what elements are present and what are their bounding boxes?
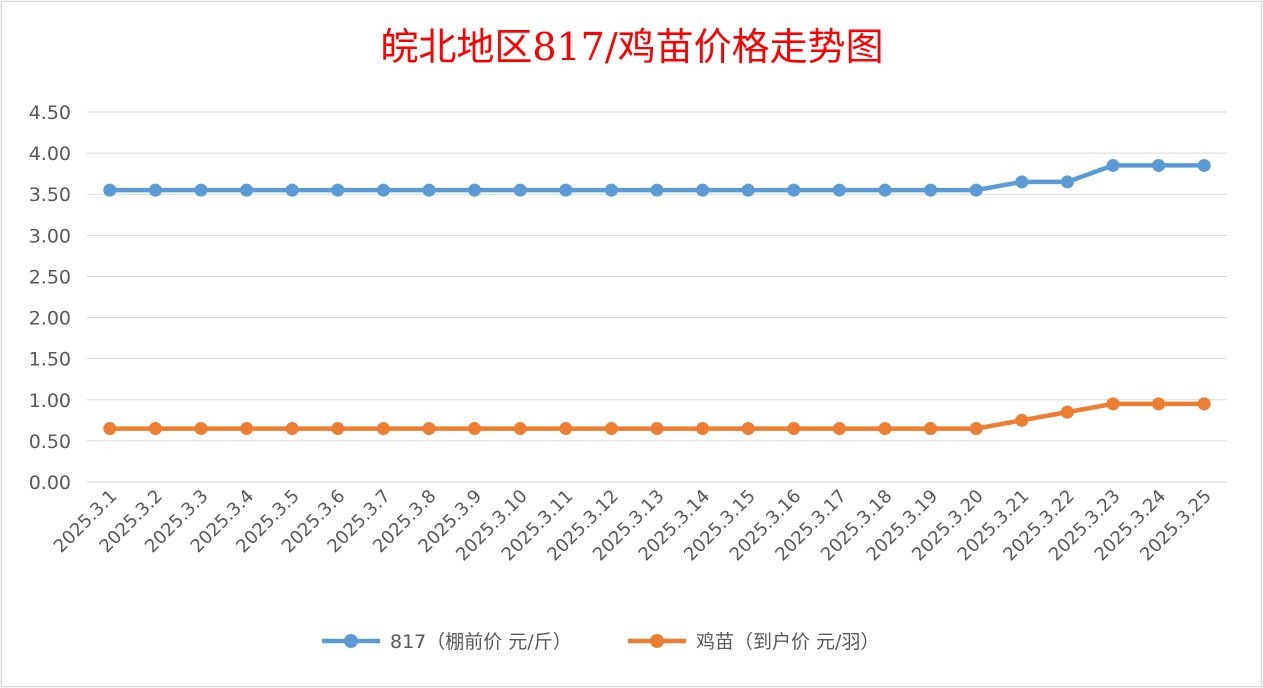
legend-item-chick[interactable]: 鸡苗（到户价 元/羽） [628,631,879,653]
data-point[interactable] [376,183,390,197]
data-point[interactable] [1015,413,1029,427]
legend-item-817[interactable]: 817（棚前价 元/斤） [322,631,572,653]
data-point[interactable] [787,422,801,436]
data-point[interactable] [148,183,162,197]
chart-title: 皖北地区817/鸡苗价格走势图 [380,25,883,69]
data-point[interactable] [559,183,573,197]
gridlines [87,111,1227,483]
series-1 [103,397,1211,436]
data-point[interactable] [1060,175,1074,189]
data-point[interactable] [513,183,527,197]
y-tick-label: 2.50 [29,266,71,288]
data-point[interactable] [468,183,482,197]
data-point[interactable] [331,422,345,436]
y-tick-label: 0.00 [29,472,71,494]
y-tick-label: 3.50 [29,184,71,206]
legend-label-chick: 鸡苗（到户价 元/羽） [696,631,879,653]
data-point[interactable] [1197,397,1211,411]
data-point[interactable] [1152,397,1166,411]
data-point[interactable] [103,183,117,197]
data-point[interactable] [194,422,208,436]
data-point[interactable] [376,422,390,436]
data-point[interactable] [741,183,755,197]
data-point[interactable] [1106,397,1120,411]
data-point[interactable] [1197,158,1211,172]
data-point[interactable] [878,422,892,436]
data-point[interactable] [741,422,755,436]
series-0 [103,158,1211,197]
data-point[interactable] [969,422,983,436]
data-point[interactable] [331,183,345,197]
x-axis-ticks: 2025.3.12025.3.22025.3.32025.3.42025.3.5… [50,486,1216,566]
data-point[interactable] [832,183,846,197]
data-point[interactable] [240,183,254,197]
y-tick-label: 4.00 [29,143,71,165]
y-axis-ticks: 0.00 0.50 1.00 1.50 2.00 2.50 3.00 3.50 4.00 4.50 [29,102,71,494]
data-point[interactable] [422,422,436,436]
data-point[interactable] [696,183,710,197]
y-tick-label: 0.50 [29,431,71,453]
y-tick-label: 1.50 [29,349,71,371]
data-point[interactable] [1060,405,1074,419]
data-point[interactable] [1106,158,1120,172]
plot-series [103,158,1211,436]
data-point[interactable] [650,422,664,436]
data-point[interactable] [240,422,254,436]
legend: 817（棚前价 元/斤） 鸡苗（到户价 元/羽） [322,631,879,653]
data-point[interactable] [924,422,938,436]
data-point[interactable] [103,422,117,436]
data-point[interactable] [696,422,710,436]
data-point[interactable] [513,422,527,436]
data-point[interactable] [148,422,162,436]
y-tick-label: 1.00 [29,390,71,412]
data-point[interactable] [1152,158,1166,172]
legend-label-817: 817（棚前价 元/斤） [390,631,572,653]
data-point[interactable] [604,422,618,436]
data-point[interactable] [285,183,299,197]
data-point[interactable] [878,183,892,197]
data-point[interactable] [422,183,436,197]
data-point[interactable] [650,183,664,197]
data-point[interactable] [285,422,299,436]
data-point[interactable] [559,422,573,436]
data-point[interactable] [194,183,208,197]
y-tick-label: 3.00 [29,225,71,247]
data-point[interactable] [832,422,846,436]
legend-marker-chick [650,634,664,648]
data-point[interactable] [969,183,983,197]
legend-marker-817 [344,634,358,648]
y-tick-label: 4.50 [29,102,71,124]
data-point[interactable] [1015,175,1029,189]
data-point[interactable] [604,183,618,197]
data-point[interactable] [787,183,801,197]
data-point[interactable] [924,183,938,197]
y-tick-label: 2.00 [29,308,71,330]
data-point[interactable] [468,422,482,436]
